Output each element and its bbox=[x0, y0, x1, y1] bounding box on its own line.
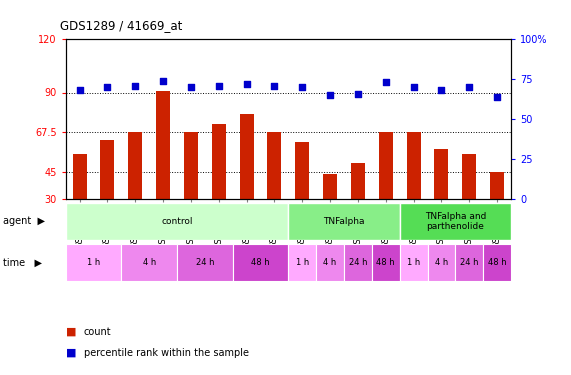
Bar bbox=[400, 202, 511, 240]
Bar bbox=[463, 154, 476, 199]
Text: ■: ■ bbox=[66, 348, 76, 357]
Point bbox=[353, 91, 363, 97]
Point bbox=[242, 81, 251, 87]
Point bbox=[297, 84, 307, 90]
Bar bbox=[379, 132, 393, 199]
Point bbox=[465, 84, 474, 90]
Text: TNFalpha: TNFalpha bbox=[323, 217, 365, 226]
Bar bbox=[400, 244, 428, 281]
Bar bbox=[456, 244, 483, 281]
Point bbox=[214, 82, 223, 88]
Bar bbox=[428, 244, 456, 281]
Bar bbox=[184, 132, 198, 199]
Point bbox=[103, 84, 112, 90]
Text: 1 h: 1 h bbox=[296, 258, 309, 267]
Bar bbox=[435, 149, 448, 199]
Point bbox=[159, 78, 168, 84]
Text: 24 h: 24 h bbox=[460, 258, 478, 267]
Bar bbox=[100, 140, 114, 199]
Bar bbox=[122, 244, 177, 281]
Text: percentile rank within the sample: percentile rank within the sample bbox=[84, 348, 249, 357]
Bar bbox=[128, 132, 142, 199]
Point bbox=[186, 84, 195, 90]
Text: count: count bbox=[84, 327, 111, 337]
Bar bbox=[233, 244, 288, 281]
Bar bbox=[372, 244, 400, 281]
Text: 4 h: 4 h bbox=[435, 258, 448, 267]
Text: agent  ▶: agent ▶ bbox=[3, 216, 45, 226]
Text: 48 h: 48 h bbox=[376, 258, 395, 267]
Text: TNFalpha and
parthenolide: TNFalpha and parthenolide bbox=[425, 211, 486, 231]
Text: time   ▶: time ▶ bbox=[3, 258, 42, 267]
Bar bbox=[240, 114, 254, 199]
Point bbox=[493, 94, 502, 100]
Text: 1 h: 1 h bbox=[87, 258, 100, 267]
Point bbox=[409, 84, 418, 90]
Bar bbox=[490, 172, 504, 199]
Bar bbox=[323, 174, 337, 199]
Bar bbox=[212, 124, 226, 199]
Bar bbox=[483, 244, 511, 281]
Text: 48 h: 48 h bbox=[251, 258, 270, 267]
Text: 4 h: 4 h bbox=[143, 258, 156, 267]
Text: 1 h: 1 h bbox=[407, 258, 420, 267]
Bar bbox=[177, 244, 233, 281]
Bar bbox=[66, 244, 122, 281]
Bar bbox=[295, 142, 309, 199]
Bar bbox=[267, 132, 282, 199]
Bar bbox=[288, 244, 316, 281]
Point bbox=[325, 92, 335, 98]
Text: 24 h: 24 h bbox=[196, 258, 214, 267]
Bar bbox=[288, 202, 400, 240]
Text: 4 h: 4 h bbox=[324, 258, 337, 267]
Text: GDS1289 / 41669_at: GDS1289 / 41669_at bbox=[60, 19, 182, 32]
Text: 48 h: 48 h bbox=[488, 258, 506, 267]
Point bbox=[381, 80, 391, 86]
Text: ■: ■ bbox=[66, 327, 76, 337]
Point bbox=[75, 87, 84, 93]
Bar bbox=[73, 154, 87, 199]
Bar bbox=[66, 202, 288, 240]
Bar bbox=[351, 164, 365, 199]
Bar bbox=[156, 91, 170, 199]
Point bbox=[437, 87, 446, 93]
Point bbox=[270, 82, 279, 88]
Bar bbox=[316, 244, 344, 281]
Point bbox=[131, 82, 140, 88]
Text: control: control bbox=[161, 217, 193, 226]
Bar bbox=[407, 132, 421, 199]
Text: 24 h: 24 h bbox=[349, 258, 367, 267]
Bar bbox=[344, 244, 372, 281]
